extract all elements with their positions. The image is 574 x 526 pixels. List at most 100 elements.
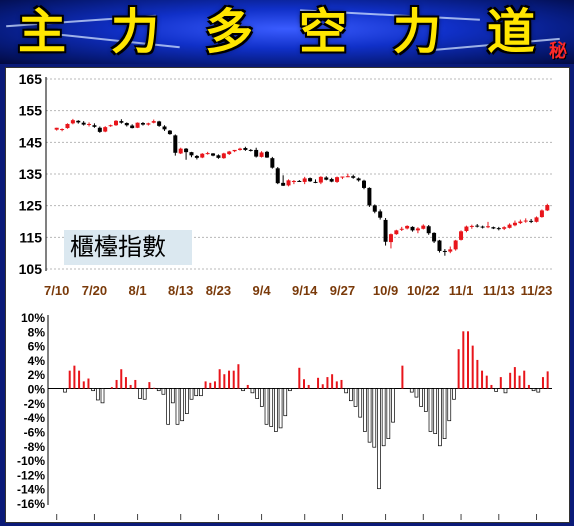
candle-body (351, 176, 356, 178)
candle-body (92, 125, 97, 127)
pct-bar (462, 331, 465, 389)
pct-bar (490, 384, 493, 389)
pct-axis-tick: -4% (24, 411, 46, 425)
candle-body (534, 217, 539, 222)
candle-body (114, 120, 118, 126)
pct-bar (363, 388, 367, 432)
candle-body (189, 152, 194, 156)
pct-bar (255, 388, 259, 399)
candle-body (529, 220, 534, 222)
candle-body (340, 176, 345, 178)
pct-bar (156, 388, 161, 392)
candle-body (329, 179, 334, 182)
candle-body (124, 123, 129, 126)
candle-body (362, 180, 366, 188)
pct-axis-tick: -6% (24, 425, 46, 439)
candle-body (173, 135, 178, 153)
candle-body (54, 127, 59, 130)
pct-bar (457, 349, 460, 389)
candle-body (459, 231, 464, 240)
pct-bar (264, 388, 269, 425)
pct-bar (170, 388, 175, 404)
pct-axis-tick: 8% (28, 325, 46, 339)
date-tick-label: 7/10 (44, 283, 69, 298)
date-tick-label: 7/20 (82, 283, 107, 298)
pct-bar (481, 370, 484, 389)
candle-body (194, 155, 199, 158)
pct-bar (120, 369, 123, 389)
pct-bar (199, 388, 203, 397)
candle-body (502, 227, 507, 229)
pct-axis-tick: -8% (24, 440, 46, 454)
pct-bar (189, 388, 194, 400)
pct-bar (95, 388, 100, 401)
pct-bar (138, 388, 142, 399)
pct-bar (317, 377, 320, 389)
pct-axis-tick: 6% (28, 340, 46, 354)
pct-bar (142, 388, 147, 400)
pct-bar (442, 388, 447, 439)
candle-body (507, 224, 512, 228)
candle-body (539, 210, 544, 218)
candle-body (238, 148, 242, 150)
pct-bar (259, 388, 264, 407)
pct-bar (353, 388, 358, 407)
pct-bar (494, 388, 498, 392)
candle-body (60, 129, 65, 131)
candle-body (140, 123, 145, 125)
candle-body (157, 121, 162, 126)
candle-body (367, 187, 372, 206)
pct-bar (386, 388, 391, 439)
candle-body (399, 228, 404, 230)
candle-body (259, 152, 264, 157)
candle-body (70, 120, 75, 124)
candle-body (405, 225, 410, 229)
candle-body (87, 123, 92, 125)
pct-bar (68, 370, 71, 389)
candle-body (453, 240, 458, 250)
pct-bar (340, 379, 343, 389)
pct-bar (518, 375, 521, 389)
pct-bar (321, 384, 324, 389)
pct-bar (367, 388, 372, 443)
pct-bar (161, 388, 166, 395)
pct-bar (237, 364, 240, 389)
pct-bar (476, 359, 479, 389)
pct-bar (377, 388, 381, 490)
candle-body (345, 176, 350, 178)
candle-body (97, 127, 102, 132)
pct-bar (82, 381, 85, 389)
pct-bar (509, 372, 512, 389)
candle-body (415, 228, 420, 231)
pct-bar (278, 388, 283, 429)
banner (0, 0, 574, 64)
title-char: 力 (111, 4, 160, 60)
pct-bar (485, 375, 488, 389)
candle-body (135, 122, 140, 128)
candle-body (491, 227, 496, 229)
date-tick-label: 9/27 (330, 283, 355, 298)
date-tick-label: 11/13 (483, 283, 515, 298)
pct-bar (391, 388, 395, 423)
pct-bar (298, 367, 301, 389)
candle-body (184, 148, 189, 153)
candle-body (286, 180, 291, 186)
candle-body (275, 168, 280, 184)
pct-bar (204, 381, 207, 389)
candle-body (475, 225, 480, 227)
candle-body (270, 158, 275, 168)
candle-body (388, 234, 393, 243)
pct-bar (134, 379, 137, 389)
price-axis-tick: 145 (19, 134, 43, 150)
candle-body (108, 125, 113, 127)
candle-body (432, 232, 437, 242)
pct-bar (513, 367, 516, 389)
pct-bar (344, 388, 349, 394)
price-axis-tick: 135 (19, 166, 43, 182)
pct-axis-tick: -10% (17, 454, 45, 468)
pct-bar (467, 331, 469, 389)
candle-body (211, 153, 216, 156)
candle-body (480, 226, 485, 228)
date-tick-label: 9/14 (292, 283, 318, 298)
candle-body (167, 130, 172, 135)
